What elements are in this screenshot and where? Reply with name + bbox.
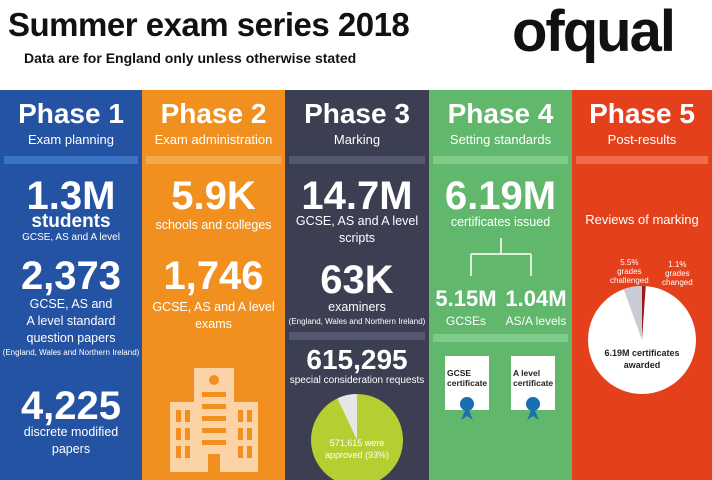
phase-1-modified-value: 4,225	[20, 384, 122, 428]
phase-1-subtitle: Exam planning	[28, 132, 114, 147]
changed-label: 1.1% grades changed	[662, 260, 693, 288]
phase-2-title: Phase 2	[160, 98, 267, 129]
phase-3-examiners-value: 63K	[320, 258, 394, 302]
phase-5-column: Phase 5 Post-results Reviews of marking …	[572, 90, 712, 480]
challenged-label-2: challenged	[610, 276, 649, 286]
phase-4-certificates-label: certificates issued	[450, 215, 551, 229]
phase-1-students-sub: GCSE, AS and A level	[22, 232, 120, 243]
reviews-pie-chart	[588, 286, 696, 394]
phase-3-requests-value: 615,295	[306, 344, 408, 375]
phase-5-pie-label-1: 6.19M certificates	[604, 348, 680, 358]
phase-5-subtitle: Post-results	[607, 132, 677, 147]
changed-pct: 1.1%	[668, 260, 687, 269]
challenged-pct: 5.5%	[620, 258, 639, 267]
phase-1-papers-label-1: GCSE, AS and	[29, 297, 113, 311]
phase-4-alevel-label: AS/A levels	[505, 314, 567, 328]
phase-3-divider-2	[289, 332, 425, 340]
phase-1-papers-label-2: A level standard	[26, 314, 116, 328]
challenged-slice	[623, 286, 642, 340]
phase-1-title: Phase 1	[18, 98, 124, 129]
phase-3-column: Phase 3 Marking 14.7M GCSE, AS and A lev…	[285, 90, 429, 480]
approved-pie-chart	[311, 394, 403, 480]
phase-1-divider	[4, 156, 138, 164]
page-subtitle: Data are for England only unless otherwi…	[24, 50, 357, 66]
phase-3-scripts-label-1: GCSE, AS and A level	[295, 214, 419, 228]
phase-3-title: Phase 3	[304, 98, 410, 129]
phase-1-students-value: 1.3M	[26, 174, 116, 218]
changed-label-2: changed	[662, 278, 693, 288]
phase-1-papers-note: (England, Wales and Northern Ireland)	[2, 348, 140, 357]
phase-5-pie-label-2: awarded	[623, 360, 661, 370]
phase-2-schools-label: schools and colleges	[155, 218, 272, 232]
changed-slice	[642, 286, 646, 340]
challenged-label: 5.5% grades challenged	[610, 258, 649, 286]
phase-2-column: Phase 2 Exam administration 5.9K schools…	[142, 90, 285, 480]
ofqual-logo: ofqual	[512, 0, 676, 64]
header: Summer exam series 2018 Data are for Eng…	[0, 0, 712, 90]
phase-4-column: Phase 4 Setting standards 6.19M certific…	[429, 90, 572, 480]
phase-3-scripts-label-2: scripts	[338, 231, 376, 245]
page-title: Summer exam series 2018	[8, 6, 410, 43]
phase-1-column: Phase 1 Exam planning 1.3M students GCSE…	[0, 90, 142, 480]
phase-2-schools-value: 5.9K	[171, 174, 256, 218]
phase-3-divider	[289, 156, 425, 164]
gcse-certificate-icon	[445, 356, 489, 420]
phase-1-papers-value: 2,373	[20, 254, 122, 298]
phase-2-divider	[146, 156, 281, 164]
alevel-certificate-label: A level certificate	[513, 368, 554, 389]
phase-4-divider	[433, 156, 568, 164]
phase-3-subtitle: Marking	[333, 132, 381, 147]
phase-3-pie-label-1: 571,615 were	[329, 438, 385, 448]
phase-4-title: Phase 4	[447, 98, 554, 129]
phase-2-exams-label-2: exams	[195, 317, 232, 331]
phase-4-gcse-value: 5.15M	[435, 286, 497, 311]
phase-3-requests-label: special consideration requests	[289, 375, 425, 386]
phase-2-exams-label-1: GCSE, AS and A level	[152, 300, 275, 314]
gcse-certificate-label: GCSE certificate	[447, 368, 488, 389]
branch-connector	[470, 238, 532, 276]
phase-3-scripts-value: 14.7M	[301, 174, 413, 218]
phase-4-subtitle: Setting standards	[449, 132, 552, 147]
changed-label-1: grades	[665, 269, 690, 279]
phase-5-divider	[576, 156, 708, 164]
phase-3-examiners-label: examiners	[328, 300, 386, 314]
phase-1-papers-label-3: question papers	[26, 331, 116, 345]
phase-3-examiners-note: (England, Wales and Northern Ireland)	[288, 317, 426, 326]
phase-1-modified-label-2: papers	[51, 442, 91, 456]
phase-4-certificates-value: 6.19M	[444, 174, 557, 218]
phase-5-title: Phase 5	[589, 98, 695, 129]
alevel-certificate-icon	[511, 356, 555, 420]
phase-3-pie-label-2: approved (93%)	[324, 450, 390, 460]
challenged-label-1: grades	[617, 267, 642, 277]
phase-1-modified-label-1: discrete modified	[23, 425, 119, 439]
not-approved-slice	[337, 394, 357, 440]
phase-4-divider-2	[433, 334, 568, 342]
phase-4-alevel-value: 1.04M	[505, 286, 567, 311]
phase-1-students-label: students	[31, 211, 111, 232]
phase-5-heading: Reviews of marking	[585, 212, 699, 227]
building-icon	[170, 368, 258, 472]
phase-4-gcse-label: GCSEs	[445, 314, 486, 328]
phase-2-exams-value: 1,746	[163, 254, 264, 298]
phase-2-subtitle: Exam administration	[154, 132, 273, 147]
